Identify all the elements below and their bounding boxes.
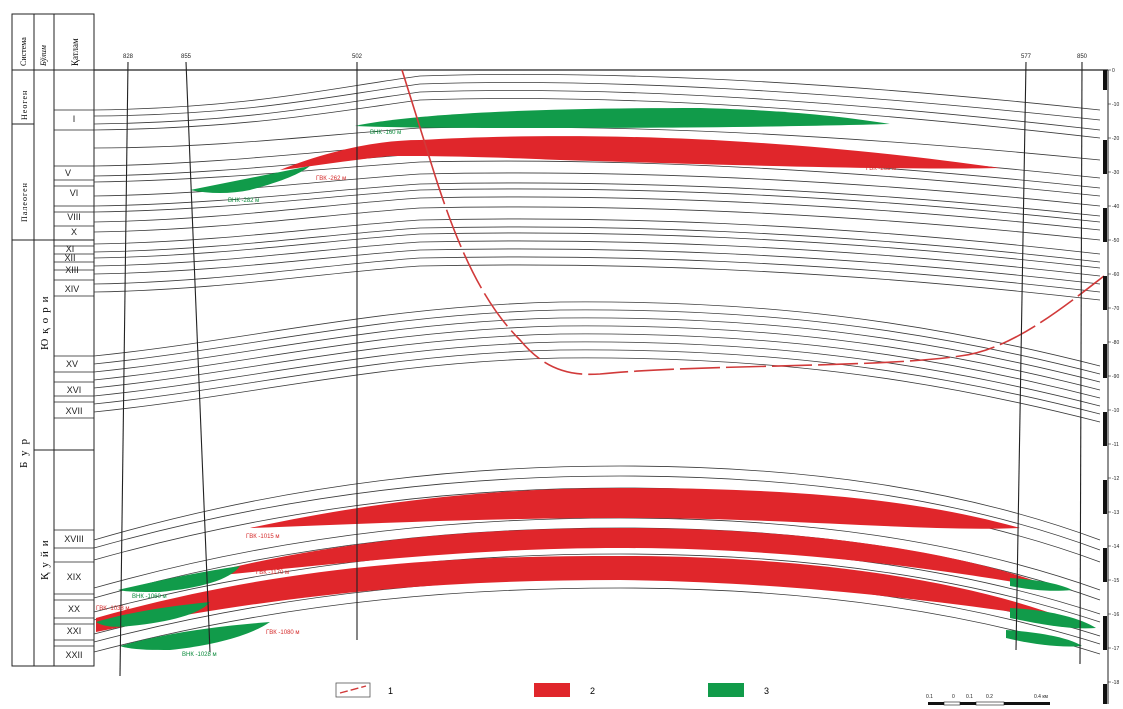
scale-label: 0.1: [926, 694, 933, 700]
scale-label: 0.2: [986, 694, 993, 700]
department-lower: Қуйи: [39, 535, 51, 580]
layer-label: XI: [66, 244, 75, 254]
oil-reservoir: [1006, 630, 1082, 647]
depth-scale: 0 -10 -20 -30 -40 -50 -60 -70 -80 -90 -10 -11 -12 -13…: [1103, 68, 1119, 704]
reservoirs: [96, 108, 1096, 650]
depth-tick-label: -13: [1112, 510, 1119, 516]
header-layer: Қатлам: [70, 38, 80, 66]
layer-label: XIX: [67, 572, 82, 582]
oil-reservoir: [355, 108, 890, 128]
depth-tick-label: -10: [1112, 102, 1119, 108]
contact-label: ГВК -263 м: [866, 166, 896, 172]
well-line: [119, 61, 129, 677]
oil-reservoir: [96, 602, 210, 627]
system-cretaceous: Бур: [18, 433, 30, 468]
well-line: [185, 61, 211, 653]
header-system: Система: [19, 37, 28, 66]
legend-item-gas: 2: [534, 683, 595, 697]
depth-tick-label: -20: [1112, 136, 1119, 142]
gas-reservoir: [250, 488, 1020, 529]
legend: 1 2 3: [335, 682, 769, 698]
well-line: [1079, 61, 1083, 665]
layer-label: XVII: [65, 406, 82, 416]
layer-label: X: [71, 227, 77, 237]
legend-label: 2: [590, 686, 595, 696]
well-label: 502: [352, 54, 363, 60]
well-line: [1015, 61, 1027, 651]
stratigraphy-column: Система Бўлим Қатлам Неоген Палеоген Бур…: [11, 13, 95, 667]
contact-label: ВНК -282 м: [228, 198, 259, 204]
layer-label: V: [65, 168, 71, 178]
well-label: 855: [181, 54, 192, 60]
depth-tick-label: 0: [1112, 68, 1115, 74]
oil-reservoir: [1010, 578, 1072, 591]
depth-tick-label: -70: [1112, 306, 1119, 312]
scale-label: 0: [952, 694, 955, 700]
depth-tick-label: -60: [1112, 272, 1119, 278]
layer-label: XVIII: [64, 534, 84, 544]
well-label: 850: [1077, 54, 1088, 60]
legend-label: 3: [764, 686, 769, 696]
layer-label: XVI: [67, 385, 82, 395]
layer-label: XX: [68, 604, 80, 614]
scale-label: 0.1: [966, 694, 973, 700]
depth-tick-label: -11: [1112, 442, 1119, 448]
contact-label: ГВК -1038 м: [96, 606, 130, 612]
legend-item-fault: 1: [335, 682, 393, 698]
legend-label: 1: [388, 686, 393, 696]
layer-label: VIII: [67, 212, 81, 222]
layer-label: XII: [64, 253, 75, 263]
gas-reservoir: [190, 528, 1060, 590]
depth-tick-label: -18: [1112, 680, 1119, 686]
depth-tick-label: -30: [1112, 170, 1119, 176]
depth-tick-label: -14: [1112, 544, 1119, 550]
contact-label: ГВК -1015 м: [246, 534, 280, 540]
contact-label: ВНК -1060 м: [132, 594, 167, 600]
contact-label: ВНК -1028 м: [182, 652, 217, 658]
layer-label: VI: [70, 188, 79, 198]
layer-label: I: [73, 114, 76, 124]
oil-reservoir: [190, 166, 310, 193]
scale-bar: 0.1 0 0.1 0.2 0.4 км: [926, 694, 1050, 706]
depth-tick-label: -40: [1112, 204, 1119, 210]
contact-label: ГВК -1170 м: [256, 570, 289, 576]
gas-reservoir: [96, 556, 1070, 632]
depth-tick-label: -90: [1112, 374, 1119, 380]
layer-label: XIII: [65, 265, 79, 275]
layer-label: XIV: [65, 284, 80, 294]
contact-label: ВНК -160 м: [370, 130, 401, 136]
layer-lines-middle: [93, 301, 1101, 423]
depth-tick-label: -10: [1112, 408, 1119, 414]
depth-tick-label: -15: [1112, 578, 1119, 584]
depth-tick-label: -12: [1112, 476, 1119, 482]
layer-label: XV: [66, 359, 78, 369]
depth-tick-label: -80: [1112, 340, 1119, 346]
oil-reservoir: [120, 622, 270, 650]
system-neogene: Неоген: [20, 90, 29, 120]
wells: [119, 61, 1083, 677]
oil-reservoir: [1010, 608, 1096, 629]
system-paleogene: Палеоген: [20, 182, 29, 222]
layer-lines-upper: [93, 73, 1101, 301]
layer-label: XXII: [65, 650, 82, 660]
scale-label: 0.4 км: [1034, 694, 1049, 700]
legend-item-oil: 3: [708, 683, 769, 697]
well-label: 828: [123, 54, 134, 60]
depth-tick-label: -16: [1112, 612, 1119, 618]
department-upper: Юқори: [39, 291, 51, 350]
depth-tick-label: -17: [1112, 646, 1119, 652]
contact-label: ГВК -262 м: [316, 176, 346, 182]
header-suite: Бўлим: [39, 45, 48, 67]
well-label: 577: [1021, 54, 1032, 60]
gas-reservoir: [280, 136, 1000, 170]
contact-label: ГВК -1080 м: [266, 630, 300, 636]
fault-line: [401, 69, 1105, 376]
layer-label: XXI: [67, 626, 82, 636]
oil-reservoir: [118, 566, 240, 592]
layer-cell-lines: [54, 109, 94, 647]
depth-tick-label: -50: [1112, 238, 1119, 244]
